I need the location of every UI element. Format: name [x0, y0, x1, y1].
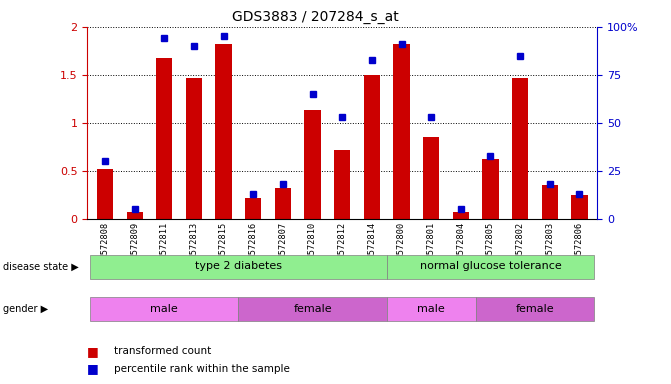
Bar — [453, 212, 469, 219]
Text: ■: ■ — [87, 345, 99, 358]
Bar — [97, 169, 113, 219]
Bar — [90, 255, 386, 279]
Bar — [386, 297, 476, 321]
Text: male: male — [417, 304, 445, 314]
Text: transformed count: transformed count — [114, 346, 211, 356]
Bar — [90, 297, 238, 321]
Bar — [476, 297, 595, 321]
Bar — [305, 111, 321, 219]
Bar — [423, 137, 440, 219]
Bar — [156, 58, 172, 219]
Bar — [274, 188, 291, 219]
Bar — [386, 255, 595, 279]
Bar — [364, 75, 380, 219]
Bar — [571, 195, 588, 219]
Text: ■: ■ — [87, 362, 99, 375]
Text: disease state ▶: disease state ▶ — [3, 262, 79, 272]
Text: normal glucose tolerance: normal glucose tolerance — [419, 262, 562, 271]
Bar — [215, 44, 231, 219]
Bar — [186, 78, 202, 219]
Bar — [245, 198, 262, 219]
Bar — [238, 297, 386, 321]
Text: GDS3883 / 207284_s_at: GDS3883 / 207284_s_at — [232, 10, 399, 23]
Text: gender ▶: gender ▶ — [3, 304, 48, 314]
Bar — [393, 44, 410, 219]
Bar — [541, 185, 558, 219]
Bar — [512, 78, 528, 219]
Text: female: female — [515, 304, 554, 314]
Text: type 2 diabetes: type 2 diabetes — [195, 262, 282, 271]
Bar — [482, 159, 499, 219]
Text: female: female — [293, 304, 332, 314]
Bar — [334, 150, 350, 219]
Text: percentile rank within the sample: percentile rank within the sample — [114, 364, 290, 374]
Text: male: male — [150, 304, 178, 314]
Bar — [127, 212, 143, 219]
